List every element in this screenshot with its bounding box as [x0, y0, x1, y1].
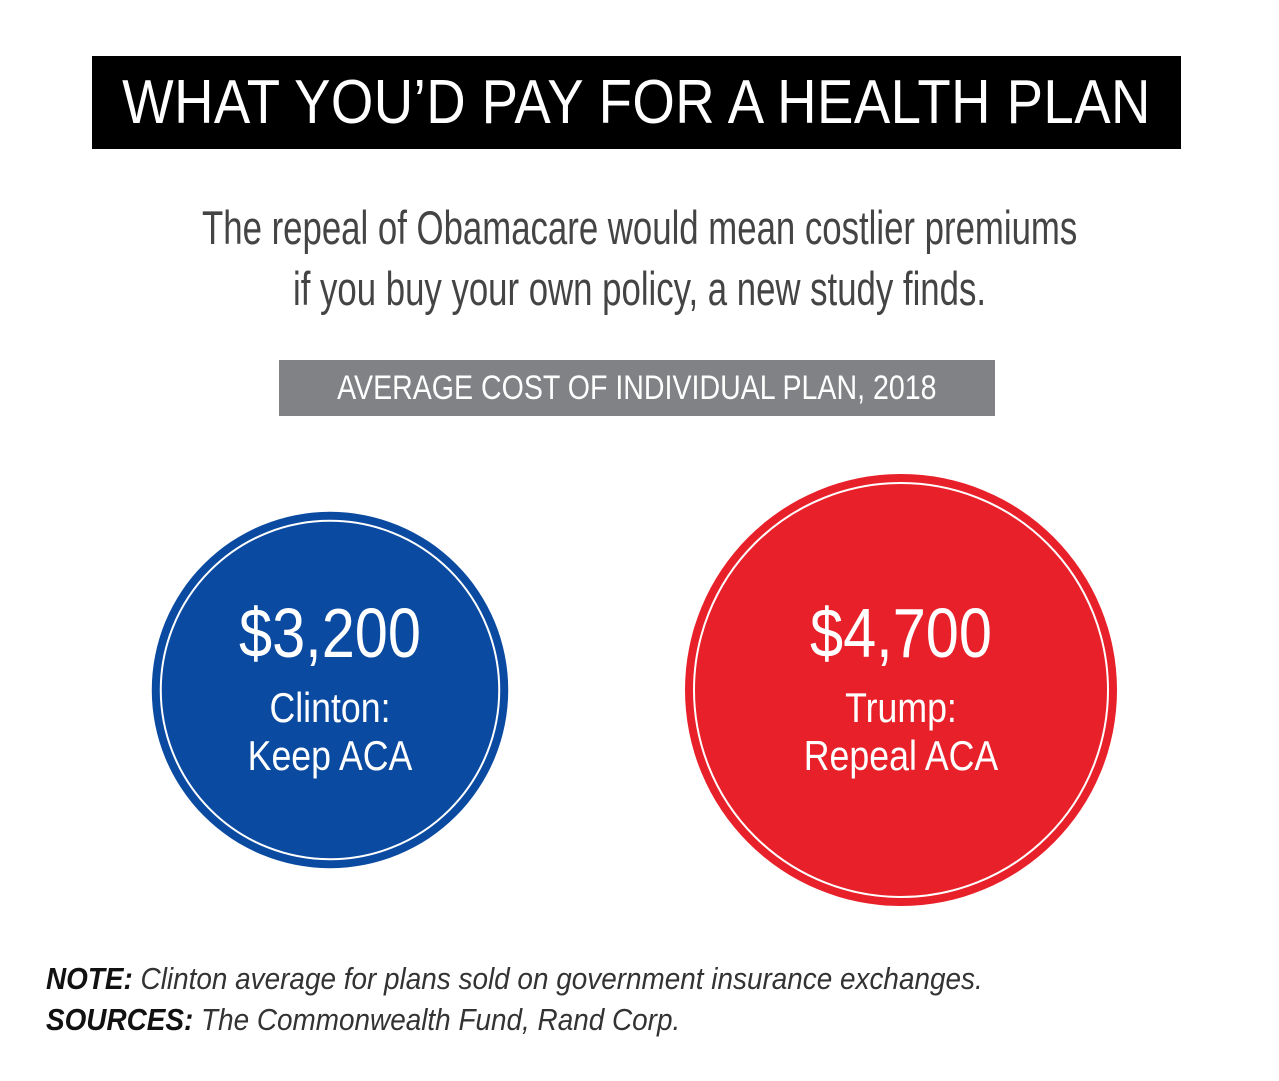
- bubble-1-label-line-1: Clinton:: [269, 685, 390, 731]
- bubble-1-ring: [159, 519, 501, 861]
- bubble-1-circle: [151, 511, 509, 869]
- bubble-2-ring: [693, 482, 1109, 898]
- chart-title-bar: AVERAGE COST OF INDIVIDUAL PLAN, 2018: [279, 360, 995, 416]
- bubble-1-value-label: $3,200: [239, 593, 421, 672]
- bubble-2-label-line-2: Repeal ACA: [804, 733, 998, 779]
- note-label: NOTE:: [46, 961, 133, 996]
- bubble-2-circle: [685, 474, 1117, 906]
- sources-row: SOURCES: The Commonwealth Fund, Rand Cor…: [46, 999, 1126, 1040]
- footnotes: NOTE: Clinton average for plans sold on …: [46, 958, 1246, 1040]
- bubble-2-label-line-1: Trump:: [845, 685, 957, 731]
- bubble-2: $4,700 Trump:Repeal ACA: [685, 474, 1117, 906]
- page-title: WHAT YOU’D PAY FOR A HEALTH PLAN: [122, 67, 1151, 137]
- sources-text: The Commonwealth Fund, Rand Corp.: [201, 1002, 681, 1037]
- subtitle: The repeal of Obamacare would mean costl…: [0, 197, 1279, 319]
- chart-title: AVERAGE COST OF INDIVIDUAL PLAN, 2018: [337, 369, 937, 407]
- note-row: NOTE: Clinton average for plans sold on …: [46, 958, 1126, 999]
- note-text: Clinton average for plans sold on govern…: [140, 961, 983, 996]
- bubble-1-label-line-2: Keep ACA: [248, 733, 413, 779]
- bubble-2-value-label: $4,700: [810, 593, 992, 672]
- title-bar: WHAT YOU’D PAY FOR A HEALTH PLAN: [92, 56, 1181, 149]
- bubble-1: $3,200 Clinton:Keep ACA: [151, 511, 509, 869]
- subtitle-line-2: if you buy your own policy, a new study …: [292, 262, 987, 315]
- subtitle-line-1: The repeal of Obamacare would mean costl…: [201, 201, 1078, 254]
- bubble-chart: $3,200 Clinton:Keep ACA $4,700 Trump:Repeal…: [151, 474, 1117, 906]
- sources-label: SOURCES:: [46, 1002, 194, 1037]
